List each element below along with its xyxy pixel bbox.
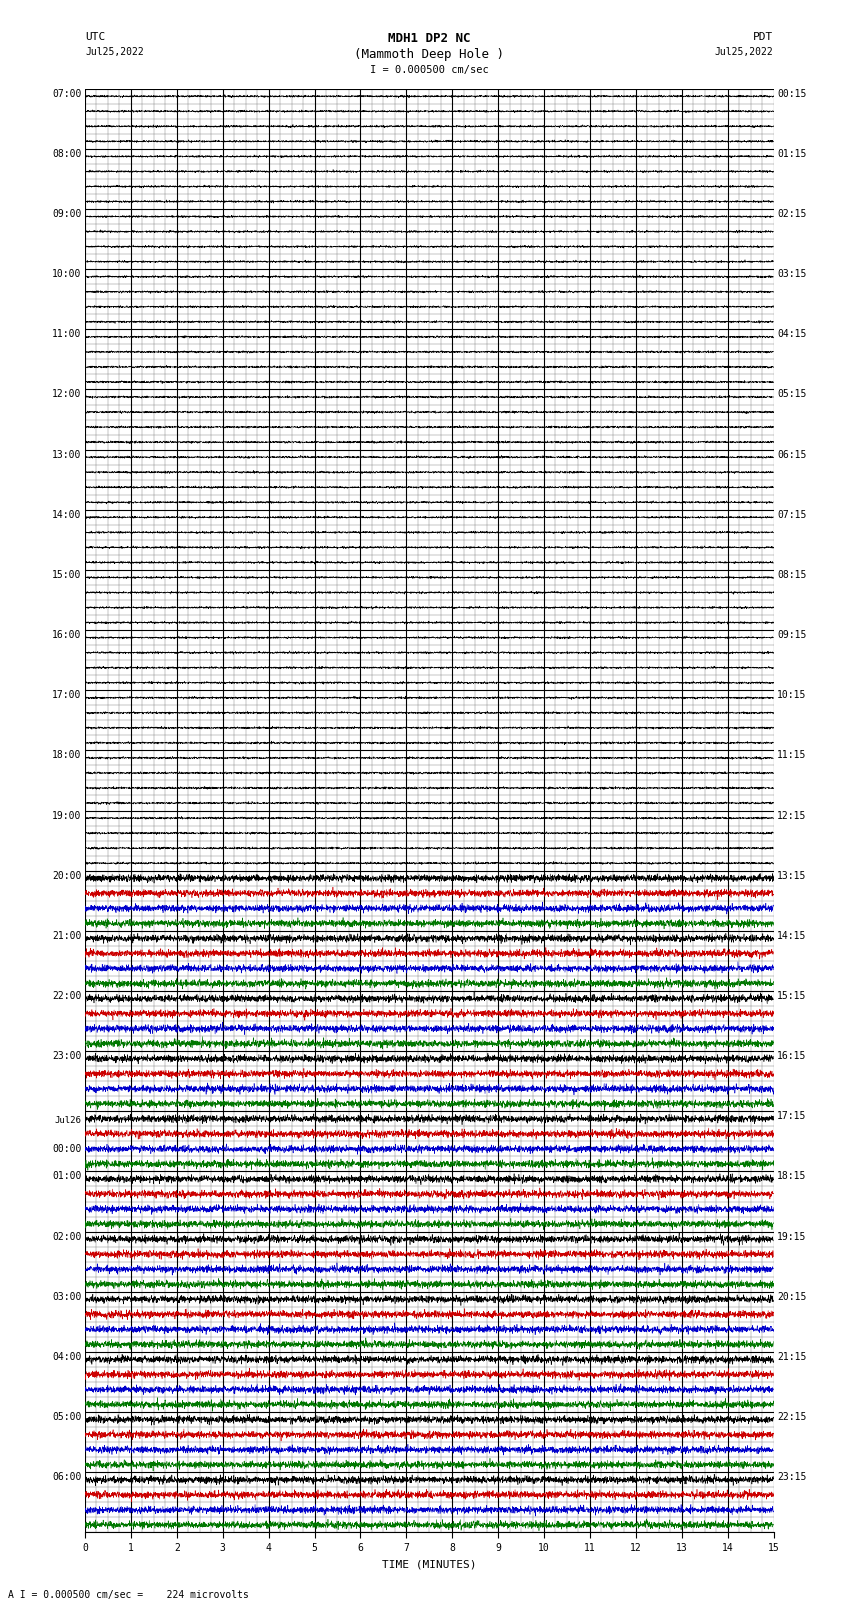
Text: 12:15: 12:15 [777, 811, 807, 821]
Text: 22:15: 22:15 [777, 1411, 807, 1423]
Text: 10:00: 10:00 [52, 269, 82, 279]
Text: Jul26: Jul26 [54, 1116, 82, 1126]
Text: 02:15: 02:15 [777, 210, 807, 219]
Text: 18:00: 18:00 [52, 750, 82, 760]
Text: 05:15: 05:15 [777, 389, 807, 400]
Text: 04:15: 04:15 [777, 329, 807, 339]
Text: 23:00: 23:00 [52, 1052, 82, 1061]
Text: 00:15: 00:15 [777, 89, 807, 98]
Text: 08:00: 08:00 [52, 148, 82, 158]
Text: 15:15: 15:15 [777, 990, 807, 1002]
Text: MDH1 DP2 NC: MDH1 DP2 NC [388, 32, 471, 45]
Text: I = 0.000500 cm/sec: I = 0.000500 cm/sec [370, 65, 489, 74]
Text: 18:15: 18:15 [777, 1171, 807, 1181]
Text: 21:00: 21:00 [52, 931, 82, 940]
Text: 09:15: 09:15 [777, 631, 807, 640]
Text: 20:15: 20:15 [777, 1292, 807, 1302]
X-axis label: TIME (MINUTES): TIME (MINUTES) [382, 1560, 477, 1569]
Text: 07:15: 07:15 [777, 510, 807, 519]
Text: 19:00: 19:00 [52, 811, 82, 821]
Text: 21:15: 21:15 [777, 1352, 807, 1361]
Text: 16:00: 16:00 [52, 631, 82, 640]
Text: 06:15: 06:15 [777, 450, 807, 460]
Text: 11:15: 11:15 [777, 750, 807, 760]
Text: 01:15: 01:15 [777, 148, 807, 158]
Text: 10:15: 10:15 [777, 690, 807, 700]
Text: 15:00: 15:00 [52, 569, 82, 581]
Text: Jul25,2022: Jul25,2022 [85, 47, 144, 56]
Text: 09:00: 09:00 [52, 210, 82, 219]
Text: 11:00: 11:00 [52, 329, 82, 339]
Text: 13:15: 13:15 [777, 871, 807, 881]
Text: 23:15: 23:15 [777, 1473, 807, 1482]
Text: 12:00: 12:00 [52, 389, 82, 400]
Text: 14:15: 14:15 [777, 931, 807, 940]
Text: (Mammoth Deep Hole ): (Mammoth Deep Hole ) [354, 48, 504, 61]
Text: 06:00: 06:00 [52, 1473, 82, 1482]
Text: 07:00: 07:00 [52, 89, 82, 98]
Text: 19:15: 19:15 [777, 1232, 807, 1242]
Text: 03:00: 03:00 [52, 1292, 82, 1302]
Text: 05:00: 05:00 [52, 1411, 82, 1423]
Text: UTC: UTC [85, 32, 105, 42]
Text: 22:00: 22:00 [52, 990, 82, 1002]
Text: 03:15: 03:15 [777, 269, 807, 279]
Text: 17:00: 17:00 [52, 690, 82, 700]
Text: 13:00: 13:00 [52, 450, 82, 460]
Text: PDT: PDT [753, 32, 774, 42]
Text: A I = 0.000500 cm/sec =    224 microvolts: A I = 0.000500 cm/sec = 224 microvolts [8, 1590, 249, 1600]
Text: 00:00: 00:00 [52, 1144, 82, 1155]
Text: 02:00: 02:00 [52, 1232, 82, 1242]
Text: 04:00: 04:00 [52, 1352, 82, 1361]
Text: 14:00: 14:00 [52, 510, 82, 519]
Text: 08:15: 08:15 [777, 569, 807, 581]
Text: 16:15: 16:15 [777, 1052, 807, 1061]
Text: 17:15: 17:15 [777, 1111, 807, 1121]
Text: 01:00: 01:00 [52, 1171, 82, 1181]
Text: Jul25,2022: Jul25,2022 [715, 47, 774, 56]
Text: 20:00: 20:00 [52, 871, 82, 881]
